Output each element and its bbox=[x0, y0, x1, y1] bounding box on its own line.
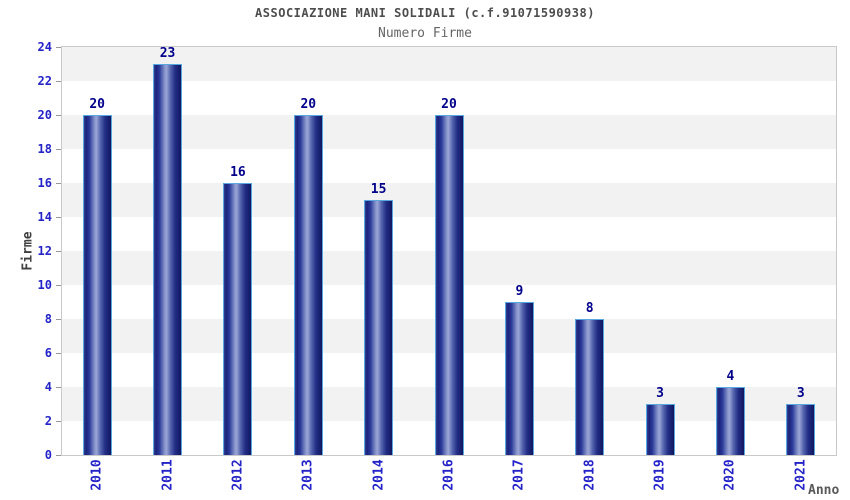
x-tick-label: 2020 bbox=[722, 459, 738, 491]
y-tick-mark bbox=[56, 285, 61, 286]
bar-2017 bbox=[504, 302, 534, 455]
bar-value-label: 20 bbox=[441, 97, 457, 112]
bar-2016 bbox=[434, 115, 464, 455]
y-tick-label: 6 bbox=[44, 346, 52, 360]
x-tick-label: 2011 bbox=[160, 459, 176, 491]
bar-2021 bbox=[786, 404, 816, 455]
plot-area: 20 23 16 20 15 20 9 8 3 4 3 bbox=[61, 46, 837, 456]
bar-value-label: 20 bbox=[300, 97, 317, 112]
bar-2014 bbox=[364, 200, 394, 455]
x-axis-title: Anno bbox=[808, 483, 840, 498]
x-tick-label: 2014 bbox=[371, 459, 387, 491]
chart-title: ASSOCIAZIONE MANI SOLIDALI (c.f.91071590… bbox=[255, 6, 595, 20]
y-tick-label: 18 bbox=[37, 142, 52, 156]
y-tick-label: 20 bbox=[37, 108, 52, 122]
y-tick-mark bbox=[56, 217, 61, 218]
y-tick-mark bbox=[56, 183, 61, 184]
y-tick-label: 0 bbox=[44, 448, 52, 462]
y-tick-label: 16 bbox=[37, 176, 52, 190]
bar-2020 bbox=[715, 387, 745, 455]
y-tick-mark bbox=[56, 149, 61, 150]
grid-band bbox=[62, 47, 836, 81]
bar-value-label: 20 bbox=[89, 97, 105, 112]
bar-value-label: 16 bbox=[230, 165, 246, 180]
y-tick-label: 10 bbox=[37, 278, 52, 292]
bar-value-label: 3 bbox=[796, 386, 805, 401]
y-tick-label: 24 bbox=[37, 40, 52, 54]
y-tick-mark bbox=[56, 455, 61, 456]
bar-2011 bbox=[153, 64, 183, 455]
y-tick-mark bbox=[56, 47, 61, 48]
y-tick-label: 12 bbox=[37, 244, 52, 258]
chart-subtitle: Numero Firme bbox=[378, 26, 472, 41]
bar-2013 bbox=[293, 115, 323, 455]
y-tick-label: 4 bbox=[44, 380, 52, 394]
y-tick-label: 14 bbox=[37, 210, 52, 224]
x-tick-label: 2021 bbox=[793, 459, 809, 491]
x-tick-label: 2017 bbox=[511, 459, 527, 491]
y-tick-mark bbox=[56, 387, 61, 388]
bar-2018 bbox=[575, 319, 605, 455]
x-tick-label: 2018 bbox=[582, 459, 598, 491]
y-tick-mark bbox=[56, 115, 61, 116]
bar-2012 bbox=[223, 183, 253, 455]
x-tick-label: 2016 bbox=[441, 459, 457, 491]
y-tick-label: 22 bbox=[37, 74, 52, 88]
bar-value-label: 23 bbox=[159, 46, 176, 61]
y-tick-mark bbox=[56, 421, 61, 422]
grid-band bbox=[62, 81, 836, 115]
bar-value-label: 9 bbox=[515, 284, 524, 299]
bar-value-label: 4 bbox=[726, 369, 735, 384]
x-tick-label: 2012 bbox=[230, 459, 246, 491]
y-tick-label: 2 bbox=[44, 414, 52, 428]
y-tick-mark bbox=[56, 81, 61, 82]
x-tick-label: 2010 bbox=[89, 459, 105, 491]
y-tick-label: 8 bbox=[44, 312, 52, 326]
y-tick-mark bbox=[56, 319, 61, 320]
x-tick-label: 2013 bbox=[300, 459, 316, 491]
y-tick-mark bbox=[56, 353, 61, 354]
bar-2010 bbox=[82, 115, 112, 455]
x-tick-label: 2019 bbox=[652, 459, 668, 491]
bar-value-label: 8 bbox=[585, 301, 594, 316]
bar-value-label: 3 bbox=[656, 386, 664, 401]
y-tick-mark bbox=[56, 251, 61, 252]
bar-2019 bbox=[645, 404, 675, 455]
bar-value-label: 15 bbox=[370, 182, 387, 197]
